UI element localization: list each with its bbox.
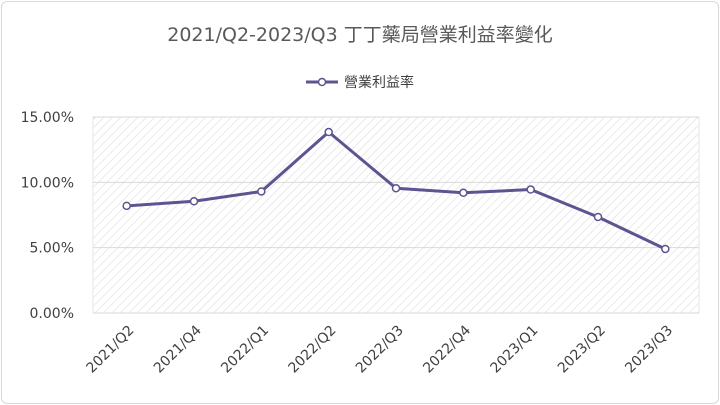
data-point xyxy=(593,212,603,222)
data-point xyxy=(459,188,468,198)
chart-legend: 營業利益率 xyxy=(0,72,720,92)
x-tick-label: 2022/Q3 xyxy=(353,323,407,377)
x-tick-label: 2021/Q4 xyxy=(151,322,205,376)
x-tick-label: 2022/Q2 xyxy=(286,323,340,377)
chart-title: 2021/Q2-2023/Q3 丁丁藥局營業利益率變化 xyxy=(167,24,553,46)
x-tick-label: 2022/Q1 xyxy=(218,323,272,377)
y-tick-label: 5.00% xyxy=(30,241,74,257)
data-point xyxy=(122,201,131,211)
data-point xyxy=(391,183,401,193)
plot-area xyxy=(92,116,700,314)
x-tick-label: 2021/Q2 xyxy=(84,323,138,377)
data-point xyxy=(324,127,333,137)
data-point xyxy=(526,185,535,194)
x-tick-label: 2023/Q1 xyxy=(488,323,542,377)
y-tick-label: 10.00% xyxy=(21,175,74,191)
data-point xyxy=(661,244,670,254)
legend-line-marker xyxy=(306,77,338,87)
data-point xyxy=(189,197,199,206)
y-tick-label: 15.00% xyxy=(21,110,74,126)
x-tick-label: 2022/Q4 xyxy=(420,322,474,376)
x-tick-label: 2023/Q3 xyxy=(622,323,676,377)
legend-label: 營業利益率 xyxy=(344,75,414,91)
data-point xyxy=(257,187,266,196)
x-tick-label: 2023/Q2 xyxy=(555,323,609,377)
y-tick-label: 0.00% xyxy=(30,306,74,322)
